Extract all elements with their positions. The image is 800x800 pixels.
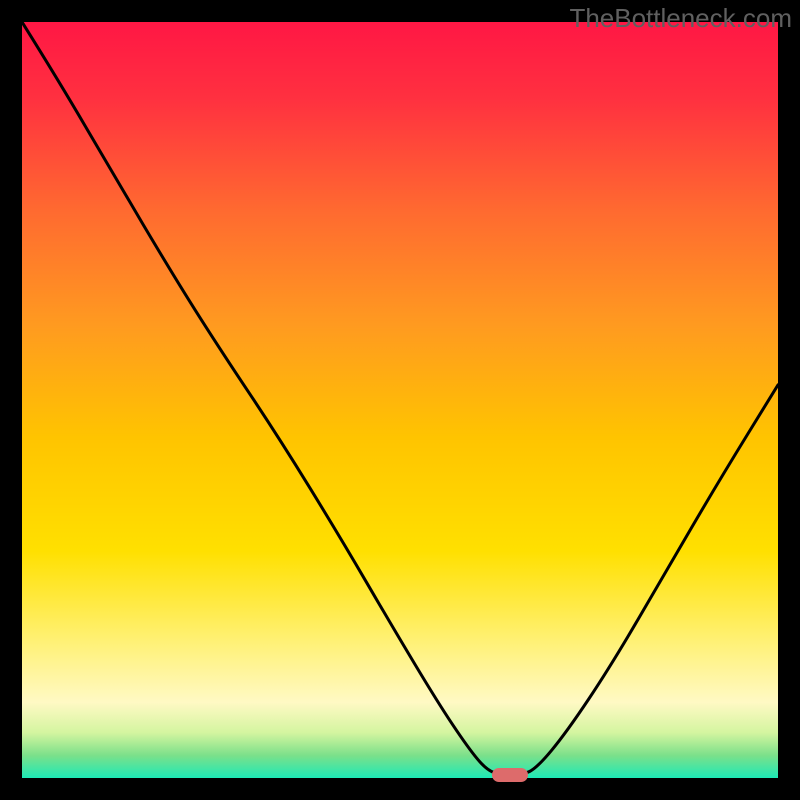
heat-gradient-background	[22, 22, 778, 778]
plot-area	[22, 22, 778, 778]
optimal-point-marker	[492, 768, 528, 782]
watermark-text: TheBottleneck.com	[569, 3, 792, 34]
chart-container: TheBottleneck.com	[0, 0, 800, 800]
